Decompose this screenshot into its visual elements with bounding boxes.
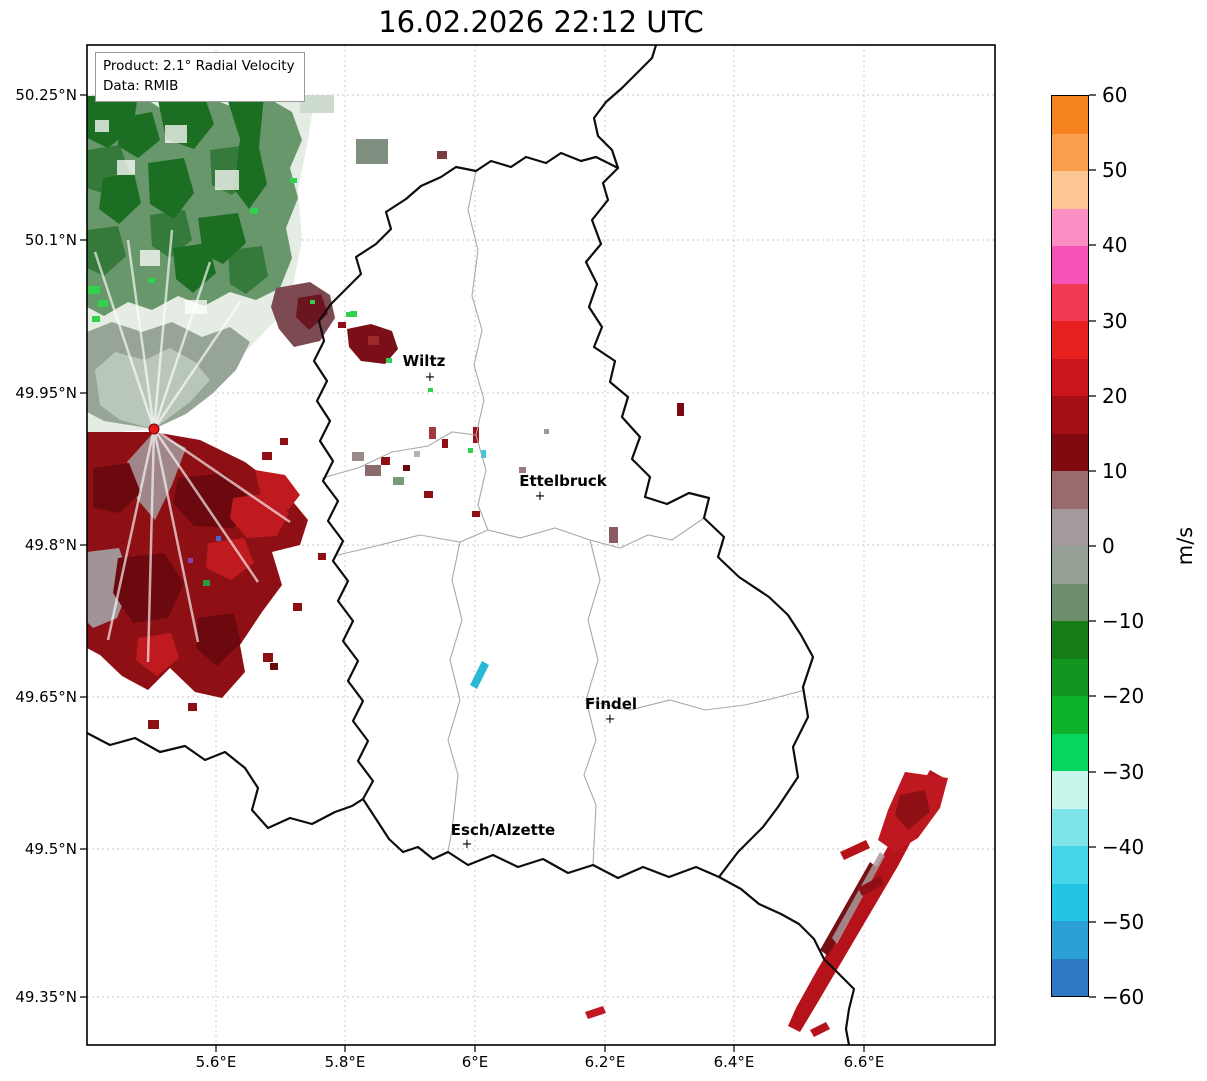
- colorbar-segment: [1052, 96, 1088, 134]
- y-tick-label: 49.95°N: [15, 384, 77, 402]
- colorbar-segment: [1052, 171, 1088, 209]
- colorbar-tick-label: 50: [1102, 158, 1128, 182]
- colorbar-segment: [1052, 433, 1088, 471]
- colorbar-segment: [1052, 808, 1088, 846]
- country-borders: [87, 45, 856, 1045]
- y-tick-label: 49.65°N: [15, 688, 77, 706]
- colorbar-segment: [1052, 246, 1088, 284]
- x-tick-label: 6.2°E: [584, 1053, 626, 1071]
- colorbar-tick-label: −40: [1102, 835, 1145, 859]
- colorbar-tick-label: 10: [1102, 459, 1128, 483]
- colorbar-tick-label: 40: [1102, 233, 1128, 257]
- x-tick-label: 6°E: [461, 1053, 489, 1071]
- france-germany-border: [717, 875, 856, 1045]
- colorbar-gradient: [1052, 96, 1088, 996]
- city-marker-wiltz: +: [424, 370, 436, 385]
- city-marker-esch-alzette: +: [461, 837, 473, 852]
- figure-title: 16.02.2026 22:12 UTC: [378, 5, 704, 39]
- colorbar-tick-label: −20: [1102, 684, 1145, 708]
- positive-velocity-echoes: [87, 282, 398, 698]
- colorbar-tick-label: 20: [1102, 384, 1128, 408]
- colorbar: [1051, 95, 1089, 997]
- france-belgium-border: [87, 731, 365, 830]
- colorbar-segment: [1052, 696, 1088, 734]
- y-tick-label: 50.1°N: [24, 231, 77, 249]
- colorbar-segment: [1052, 658, 1088, 696]
- x-axis-tick-marks: [215, 1045, 865, 1052]
- colorbar-segment: [1052, 208, 1088, 246]
- colorbar-segment: [1052, 583, 1088, 621]
- colorbar-segment: [1052, 471, 1088, 509]
- city-label-esch-alzette: Esch/Alzette: [450, 821, 556, 839]
- colorbar-segment: [1052, 508, 1088, 546]
- colorbar-tick-marks: [1089, 94, 1096, 998]
- radar-site-marker: [148, 423, 160, 435]
- y-axis-tick-marks: [80, 94, 87, 998]
- colorbar-segment: [1052, 396, 1088, 434]
- colorbar-segment: [1052, 958, 1088, 996]
- y-tick-label: 49.35°N: [15, 988, 77, 1006]
- colorbar-tick-label: 30: [1102, 309, 1128, 333]
- district-borders: [321, 170, 806, 866]
- colorbar-segment: [1052, 883, 1088, 921]
- city-marker-findel: +: [604, 712, 616, 727]
- colorbar-tick-label: 0: [1102, 534, 1115, 558]
- negative-velocity-echoes: [87, 95, 315, 435]
- colorbar-segment: [1052, 921, 1088, 959]
- luxembourg-border: [312, 151, 815, 880]
- colorbar-segment: [1052, 321, 1088, 359]
- y-tick-label: 49.5°N: [24, 840, 77, 858]
- product-line: Product: 2.1° Radial Velocity: [103, 58, 295, 74]
- colorbar-segment: [1052, 283, 1088, 321]
- y-tick-label: 49.8°N: [24, 536, 77, 554]
- scattered-echoes: [88, 95, 684, 729]
- colorbar-tick-label: −60: [1102, 985, 1145, 1009]
- colorbar-unit-label: m/s: [1173, 526, 1197, 566]
- colorbar-segment: [1052, 358, 1088, 396]
- colorbar-tick-label: 60: [1102, 83, 1128, 107]
- colorbar-tick-label: −10: [1102, 609, 1145, 633]
- colorbar-tick-label: −50: [1102, 910, 1145, 934]
- colorbar-segment: [1052, 621, 1088, 659]
- radial-beam-gaps: [93, 229, 291, 663]
- city-label-findel: Findel: [584, 695, 638, 713]
- y-tick-label: 50.25°N: [15, 86, 77, 104]
- belgium-germany-border: [592, 45, 658, 170]
- city-marker-ettelbruck: +: [534, 489, 546, 504]
- city-label-wiltz: Wiltz: [402, 352, 446, 370]
- colorbar-segment: [1052, 133, 1088, 171]
- colorbar-segment: [1052, 771, 1088, 809]
- x-tick-label: 6.6°E: [843, 1053, 885, 1071]
- product-info-box: Product: 2.1° Radial Velocity Data: RMIB: [95, 52, 305, 102]
- colorbar-tick-label: −30: [1102, 760, 1145, 784]
- x-tick-label: 6.4°E: [713, 1053, 755, 1071]
- x-tick-label: 5.8°E: [324, 1053, 366, 1071]
- colorbar-segment: [1052, 846, 1088, 884]
- x-tick-label: 5.6°E: [195, 1053, 237, 1071]
- colorbar-segment: [1052, 546, 1088, 584]
- plot-frame: [86, 44, 996, 1046]
- axis-ticks: [80, 94, 1096, 1052]
- storm-band-moselle: [585, 770, 948, 1037]
- city-label-ettelbruck: Ettelbruck: [519, 472, 607, 490]
- colorbar-segment: [1052, 733, 1088, 771]
- data-source-line: Data: RMIB: [103, 78, 179, 95]
